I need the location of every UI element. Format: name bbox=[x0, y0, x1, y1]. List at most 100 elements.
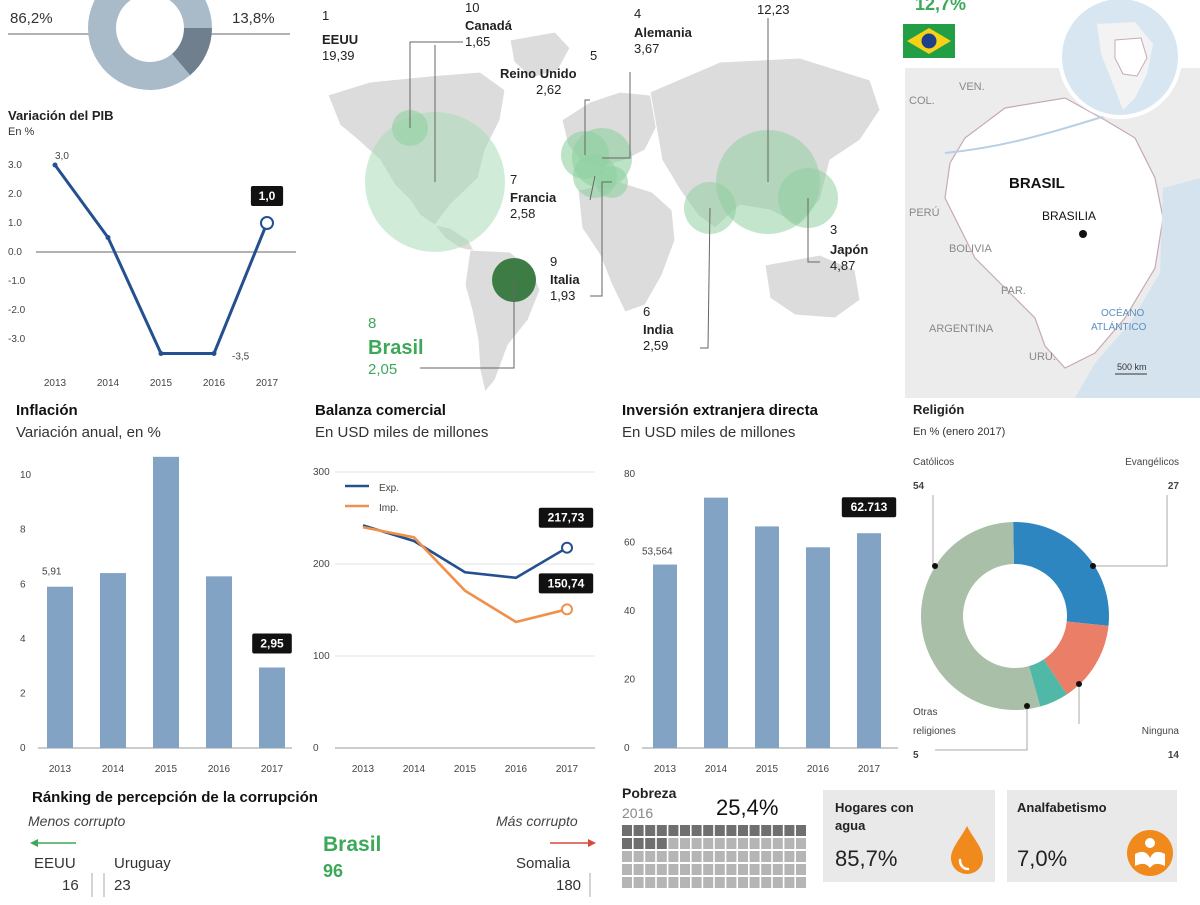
top-donut-left-value: 86,2% bbox=[10, 10, 53, 27]
agua-title-2: agua bbox=[835, 818, 866, 833]
inversion-ytick: 60 bbox=[624, 538, 636, 549]
pobreza-cell bbox=[656, 825, 667, 836]
top-donut-right-value: 13,8% bbox=[232, 10, 275, 27]
inflacion-label-last-box bbox=[252, 633, 292, 654]
pib-point-last bbox=[260, 216, 274, 230]
corrupcion-more: Más corrupto bbox=[496, 813, 578, 829]
pobreza-cell bbox=[656, 851, 667, 862]
map-rank-india: 6 bbox=[643, 304, 650, 319]
inflacion-ytick: 8 bbox=[20, 525, 26, 536]
balanza-ytick: 0 bbox=[313, 743, 319, 754]
pobreza-cell bbox=[703, 851, 714, 862]
religion-section: Religión En % (enero 2017) Católicos 54 Ev… bbox=[905, 400, 1200, 780]
neighbor-par: PAR. bbox=[1001, 285, 1026, 297]
balanza-ytick: 100 bbox=[313, 651, 330, 662]
corrupcion-uruguay-name: Uruguay bbox=[114, 855, 171, 872]
brazil-map: BRASIL BRASILIA COL. VEN. PERÚ BOLIVIA P… bbox=[905, 68, 1200, 398]
pobreza-cell bbox=[668, 864, 679, 875]
pib-label-last-box bbox=[250, 186, 284, 206]
inflacion-ytick: 6 bbox=[20, 579, 26, 590]
inflacion-xtick: 2016 bbox=[208, 764, 231, 775]
inflacion-section: Inflación Variación anual, en % 0 2 4 6 8 10 2… bbox=[0, 400, 300, 780]
balanza-xtick: 2013 bbox=[352, 764, 375, 775]
inflacion-xtick: 2015 bbox=[155, 764, 178, 775]
corrupcion-uruguay-value: 23 bbox=[114, 877, 131, 894]
balanza-line-1 bbox=[362, 525, 568, 624]
analfabetismo-panel: Analfabetismo 7,0% bbox=[1007, 790, 1177, 882]
corrupcion-somalia-value: 180 bbox=[556, 877, 582, 894]
map-value-uk: 2,62 bbox=[536, 82, 561, 97]
inversion-xtick: 2017 bbox=[858, 764, 881, 775]
balanza-xtick: 2017 bbox=[556, 764, 579, 775]
agua-value: 85,7% bbox=[835, 846, 898, 871]
pobreza-cell bbox=[691, 838, 702, 849]
pobreza-cell bbox=[656, 877, 667, 888]
pobreza-cell bbox=[633, 864, 644, 875]
inversion-bar bbox=[857, 533, 881, 748]
map-name-canada: Canadá bbox=[465, 18, 513, 33]
inversion-bar bbox=[806, 547, 830, 748]
pib-label-first: 3,0 bbox=[55, 151, 69, 162]
pobreza-cell bbox=[622, 851, 632, 862]
pobreza-cell bbox=[726, 825, 737, 836]
map-amazon-river bbox=[944, 115, 1106, 154]
pib-title: Variación del PIB bbox=[8, 108, 114, 123]
pobreza-cell bbox=[656, 838, 667, 849]
pib-xtick: 2016 bbox=[203, 378, 226, 389]
pobreza-cell bbox=[633, 838, 644, 849]
pobreza-cell bbox=[622, 877, 632, 888]
pobreza-grid bbox=[622, 825, 806, 888]
balanza-xtick: 2015 bbox=[454, 764, 477, 775]
pobreza-cell bbox=[714, 825, 725, 836]
analfabetismo-value: 7,0% bbox=[1017, 846, 1068, 871]
balanza-point-last-0 bbox=[561, 541, 573, 554]
pobreza-cell bbox=[703, 838, 714, 849]
pobreza-cell bbox=[703, 877, 714, 888]
religion-slice bbox=[1028, 659, 1067, 707]
neighbor-peru: PERÚ bbox=[909, 206, 940, 219]
pib-point bbox=[52, 162, 58, 168]
pobreza-cell bbox=[726, 864, 737, 875]
religion-value-evangelicos: 27 bbox=[1168, 481, 1180, 492]
religion-leader-evangelicos bbox=[1093, 495, 1168, 567]
pobreza-title: Pobreza bbox=[622, 785, 677, 801]
inflacion-ytick: 4 bbox=[20, 634, 26, 645]
pobreza-cell bbox=[784, 851, 795, 862]
inversion-bar bbox=[755, 526, 779, 748]
pobreza-cell bbox=[680, 864, 690, 875]
brazil-map-section: 12,7% BRASIL BRASILIA COL. VEN. PERÚ BOL… bbox=[895, 0, 1200, 400]
pobreza-cell bbox=[761, 864, 772, 875]
pib-point bbox=[158, 351, 164, 356]
inflacion-subtitle: Variación anual, en % bbox=[16, 424, 161, 441]
map-capital-marker bbox=[1079, 230, 1087, 238]
pobreza-cell bbox=[645, 864, 656, 875]
map-name-france: Francia bbox=[510, 190, 557, 205]
pobreza-cell bbox=[691, 825, 702, 836]
pib-ytick: -3.0 bbox=[8, 334, 26, 345]
pobreza-cell bbox=[645, 838, 656, 849]
pobreza-cell bbox=[772, 825, 783, 836]
leader-brasil bbox=[420, 280, 515, 369]
inflacion-title: Inflación bbox=[16, 402, 78, 419]
pobreza-cell bbox=[749, 838, 760, 849]
pib-ytick: -1.0 bbox=[8, 276, 26, 287]
balanza-subtitle: En USD miles de millones bbox=[315, 424, 489, 441]
inversion-ytick: 40 bbox=[624, 606, 636, 617]
religion-dot-ninguna bbox=[1076, 681, 1082, 687]
pobreza-cell bbox=[622, 838, 632, 849]
reading-icon bbox=[1127, 830, 1173, 876]
pobreza-value: 25,4% bbox=[716, 795, 779, 820]
map-name-germany: Alemania bbox=[634, 25, 693, 40]
pobreza-cell bbox=[622, 825, 632, 836]
brazil-flag-icon bbox=[903, 24, 955, 58]
pib-point bbox=[105, 235, 111, 240]
map-value-brasil: 2,05 bbox=[368, 361, 397, 378]
inflacion-xtick: 2017 bbox=[261, 764, 284, 775]
pobreza-cell bbox=[714, 864, 725, 875]
pib-point bbox=[211, 351, 217, 356]
religion-label-ninguna: Ninguna bbox=[1142, 726, 1180, 737]
inversion-xtick: 2015 bbox=[756, 764, 779, 775]
pobreza-cell bbox=[645, 851, 656, 862]
balanza-section: Balanza comercial En USD miles de millon… bbox=[305, 400, 605, 780]
ocean-label-2: ATLÁNTICO bbox=[1091, 320, 1147, 333]
